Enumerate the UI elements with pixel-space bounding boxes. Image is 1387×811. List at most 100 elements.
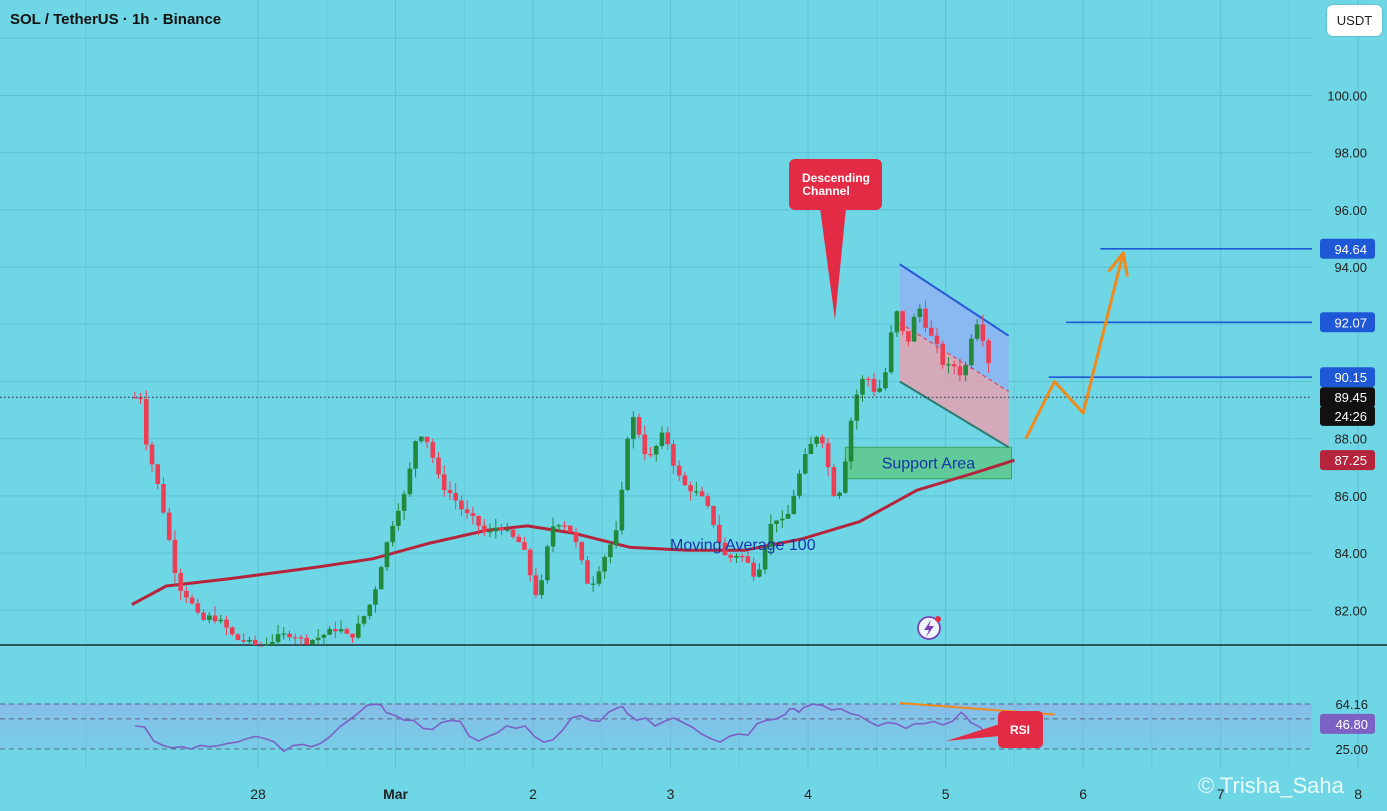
rsi-line [135,703,1004,753]
candle-bearish [172,530,178,583]
candle-bullish [275,624,281,645]
time-axis-background [0,768,1387,811]
candle-body [694,491,699,493]
candle-bullish [848,417,854,470]
candle-body [883,372,888,389]
candle-bullish [659,426,665,450]
price-tick-label: 88.00 [1334,432,1367,447]
candle-bullish [218,614,224,624]
rsi-callout-label: RSI [1010,723,1030,737]
candle-body [298,637,304,639]
candle-bearish [573,527,579,548]
candle-bearish [441,465,447,497]
candle-bullish [413,440,418,478]
candle-bullish [310,639,315,645]
candle-body [476,515,481,526]
candle-body [631,417,636,439]
candle-body [315,637,321,641]
candle-body [797,473,802,496]
currency-button[interactable]: USDT [1327,5,1382,36]
candle-bullish [321,633,327,645]
candle-body [705,496,711,506]
candle-bearish [722,537,728,556]
candle-body [172,539,178,574]
candle-bullish [327,626,332,636]
candle-body [287,633,292,638]
candle-bullish [396,503,401,531]
lightning-icon-bolt [924,620,934,637]
candle-body [877,388,883,392]
candle-body [355,623,361,638]
candle-bullish [808,436,814,455]
candle-body [482,525,487,532]
candle-body [166,512,172,540]
candle-bearish [579,541,585,565]
candle-bullish [774,520,779,533]
candle-body [699,491,705,497]
candle-body [785,513,791,519]
candle-bearish [482,519,487,536]
time-tick-label: 28 [250,786,266,802]
price-label-box [1320,387,1375,408]
rsi-current-label: 46.80 [1335,717,1368,732]
candle-body [963,365,968,376]
candle-body [247,639,252,642]
candle-bullish [390,521,395,547]
candle-bullish [539,574,544,600]
candle-bearish [143,390,149,451]
candle-bullish [264,637,269,646]
candle-body [854,394,860,421]
candle-body [894,311,900,333]
callout-label-line1: Descending [802,171,870,185]
candle-body [711,505,716,525]
candle-body [671,444,676,466]
candle-body [281,633,287,635]
rsi-tick-label: 25.00 [1335,742,1368,757]
candle-body [888,332,894,373]
candle-bearish [132,391,138,399]
candle-bearish [304,634,310,645]
candle-body [820,436,825,444]
channel-lower-line [899,380,1010,449]
candle-bullish [550,517,556,553]
candle-bullish [631,411,636,449]
candle-body [682,475,688,486]
candle-body [441,474,447,491]
candle-bearish [831,463,837,497]
candle-body [900,311,905,332]
candle-body [871,378,877,392]
price-label: 92.07 [1334,315,1367,330]
candle-bearish [436,452,441,479]
candle-bearish [676,460,682,481]
candle-bullish [247,636,252,645]
candle-bullish [590,576,596,593]
candle-body [252,639,258,645]
candle-bullish [487,523,493,537]
candle-bearish [229,626,235,637]
candle-body [361,616,367,624]
candle-body [504,529,510,531]
candle-body [980,324,986,341]
candle-body [596,571,602,584]
candle-body [831,467,837,496]
candle-bearish [562,521,567,531]
candle-bullish [694,481,699,496]
callout-pointer [820,208,846,320]
candle-bearish [671,440,676,474]
candle-bullish [860,375,865,403]
candle-bullish [281,627,287,640]
candle-bearish [716,515,722,551]
candle-body [940,343,946,365]
candle-bearish [292,633,298,645]
candle-bullish [355,615,361,640]
candle-bearish [499,524,504,536]
candle-bearish [201,609,206,622]
candle-bearish [189,594,195,606]
candle-body [625,438,630,490]
candle-bullish [894,310,900,337]
candle-body [321,634,327,638]
candle-bearish [636,413,642,438]
candle-body [464,509,470,514]
candle-body [447,490,453,494]
candle-body [401,494,407,511]
